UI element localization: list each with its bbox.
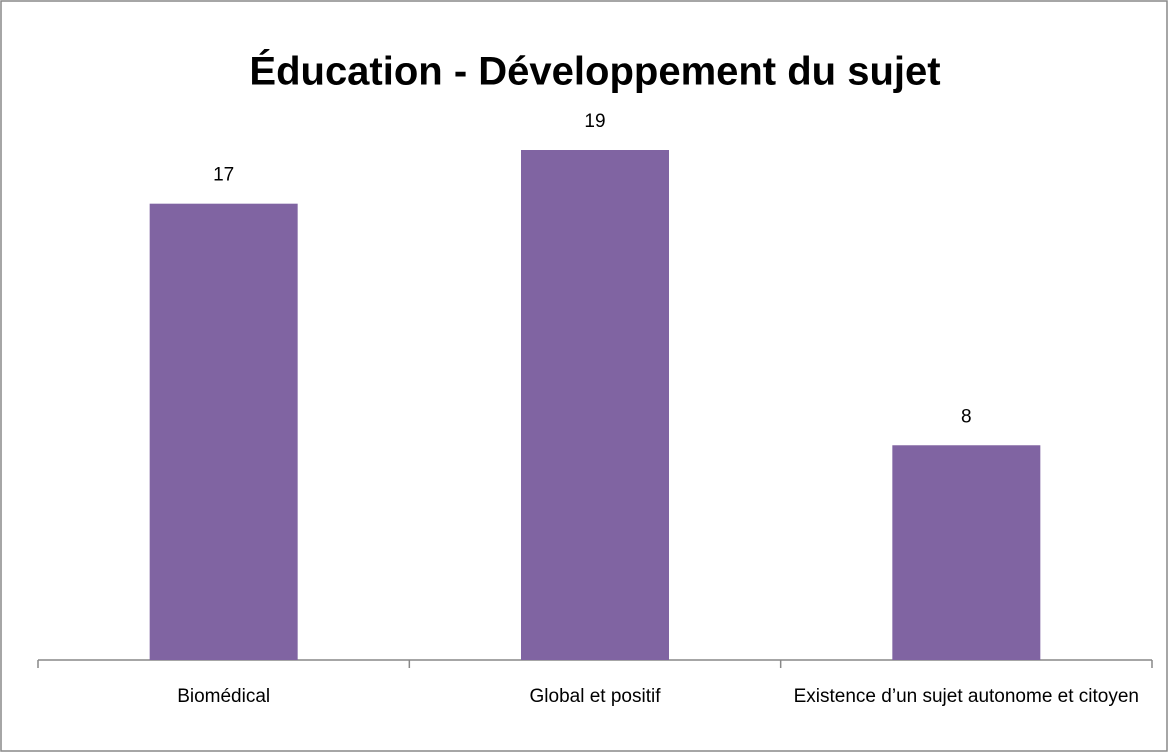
data-label: 8	[961, 406, 972, 427]
x-tick-label: Existence d’un sujet autonome et citoyen	[793, 686, 1140, 707]
x-tick-label: Global et positif	[529, 686, 661, 707]
chart-title: Éducation - Développement du sujet	[249, 49, 940, 94]
bar	[521, 150, 669, 660]
x-tick-label: Biomédical	[177, 686, 271, 707]
data-label: 17	[213, 165, 234, 186]
bar	[149, 203, 298, 660]
data-label: 19	[584, 111, 605, 132]
bar	[892, 445, 1041, 660]
